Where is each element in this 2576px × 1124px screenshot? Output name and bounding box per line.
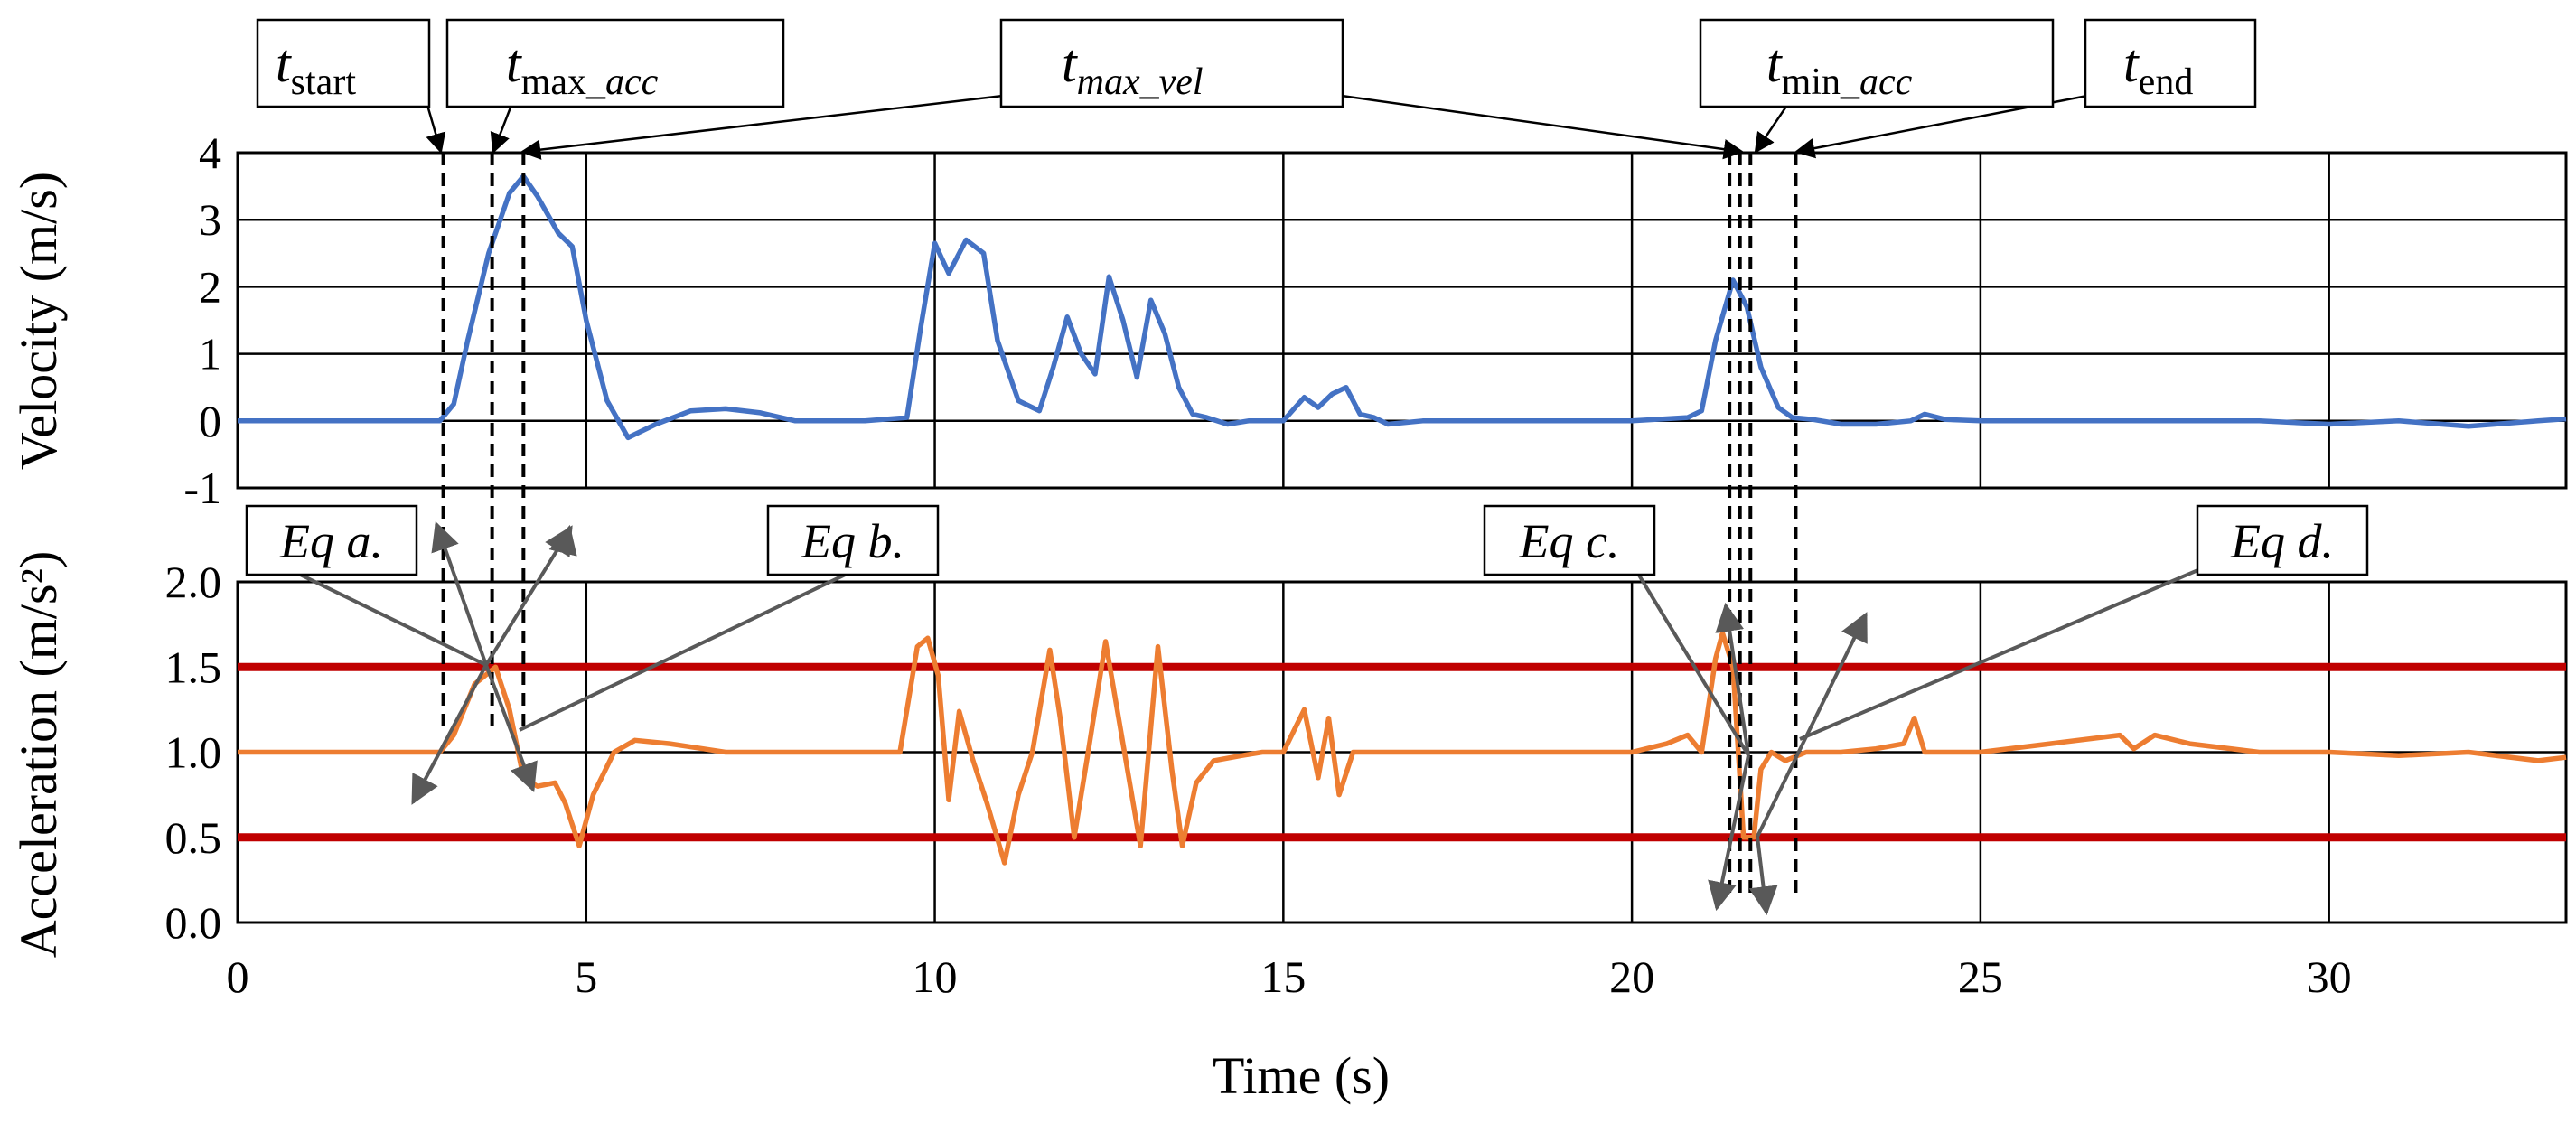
eq-c-pointer [1634, 567, 1750, 757]
velocity-y-tick: -1 [183, 463, 221, 513]
t-start-sub: start [291, 61, 357, 103]
x-tick: 10 [913, 951, 958, 1002]
t-start-label: tstart [256, 18, 431, 108]
eq-d-text: Eq d. [2230, 514, 2334, 568]
t-max-vel-sub: max_vel [1077, 61, 1204, 103]
acceleration-series-line [238, 630, 2567, 866]
velocity-y-ticks: 4 3 2 1 0 -1 [183, 127, 221, 513]
svg-text:tend: tend [2123, 33, 2193, 103]
t-end-base: t [2123, 33, 2140, 93]
t-max-vel-base: t [1062, 33, 1078, 93]
threshold-lines [238, 662, 2566, 842]
velocity-panel: 4 3 2 1 0 -1 Velocity (m/s) [9, 127, 2568, 513]
t-max-acc-sub: max [521, 61, 586, 103]
eq-a-text: Eq a. [279, 514, 383, 568]
velocity-series-line [238, 173, 2567, 441]
eq-b-arrow-up-2 [484, 525, 573, 667]
svg-text:tmin_acc: tmin_acc [1766, 33, 1913, 103]
t-min-acc-label: tmin_acc [1699, 18, 2055, 108]
velocity-y-tick: 4 [199, 127, 221, 178]
acceleration-y-tick: 1.5 [165, 642, 222, 692]
eq-a-arrow-up [431, 520, 488, 666]
acceleration-y-axis-title: Acceleration (m/s²) [9, 551, 68, 959]
acceleration-y-ticks: 2.0 1.5 1.0 0.5 0.0 [165, 557, 222, 948]
velocity-y-tick: 2 [199, 261, 221, 312]
eq-d-arrow-up [1756, 612, 1868, 838]
x-tick: 0 [227, 951, 249, 1002]
eq-c-arrow-down [1708, 754, 1750, 912]
eq-b-arrow-up [548, 524, 577, 557]
eq-c-label: Eq c. [1483, 504, 1656, 576]
t-min-acc-base: t [1766, 33, 1783, 93]
event-time-lines [441, 153, 1798, 898]
eq-b-label: Eq b. [766, 504, 940, 576]
eq-d-pointer [1799, 567, 2201, 741]
t-max-vel-arrow-2 [1341, 94, 1745, 160]
velocity-y-tick: 0 [199, 396, 221, 446]
x-tick: 20 [1609, 951, 1654, 1002]
x-tick: 25 [1958, 951, 2003, 1002]
t-max-acc-base: t [506, 33, 522, 93]
svg-text:tstart: tstart [276, 33, 356, 103]
t-end-sub: end [2139, 61, 2194, 103]
svg-text:tmax_acc: tmax_acc [506, 33, 659, 103]
eq-b-arrow-down [411, 664, 488, 805]
velocity-y-axis-title: Velocity (m/s) [9, 172, 68, 470]
t-max-acc-label: tmax_acc [445, 18, 785, 108]
velocity-y-tick: 3 [199, 194, 221, 245]
velocity-y-tick: 1 [199, 329, 221, 379]
eq-c-arrow-up [1715, 602, 1750, 756]
x-ticks: 0 5 10 15 20 25 30 [227, 951, 2352, 1002]
t-end-label: tend [2084, 18, 2257, 108]
velocity-plot-frame [236, 151, 2568, 490]
eq-a-pointer [288, 567, 487, 667]
eq-b-text: Eq b. [801, 514, 904, 568]
eq-d-label: Eq d. [2196, 504, 2369, 576]
x-tick: 5 [575, 951, 597, 1002]
acceleration-y-tick: 0.0 [165, 897, 222, 948]
eq-a-arrow-down [484, 664, 538, 792]
acceleration-y-tick: 2.0 [165, 557, 222, 607]
t-max-acc-sub2: _acc [585, 61, 659, 103]
t-min-acc-sub: min [1782, 61, 1841, 103]
t-start-base: t [276, 33, 292, 93]
eq-c-text: Eq c. [1519, 514, 1620, 568]
x-tick: 15 [1260, 951, 1306, 1002]
x-axis-title: Time (s) [1213, 1046, 1390, 1105]
x-tick: 30 [2307, 951, 2352, 1002]
acceleration-y-tick: 1.0 [165, 727, 222, 778]
t-max-vel-label: tmax_vel [999, 18, 1344, 108]
equation-arrows [288, 520, 2201, 916]
eq-a-label: Eq a. [245, 504, 418, 576]
t-max-vel-arrow-1 [520, 94, 1004, 160]
acceleration-panel: 2.0 1.5 1.0 0.5 0.0 0 5 10 15 20 25 30 A… [9, 551, 2568, 1105]
svg-text:tmax_vel: tmax_vel [1062, 33, 1204, 103]
eq-b-pointer [519, 567, 857, 732]
acceleration-y-tick: 0.5 [165, 812, 222, 863]
t-min-acc-sub2: _acc [1840, 61, 1913, 103]
eq-c-arrow-down-2 [1748, 836, 1778, 916]
